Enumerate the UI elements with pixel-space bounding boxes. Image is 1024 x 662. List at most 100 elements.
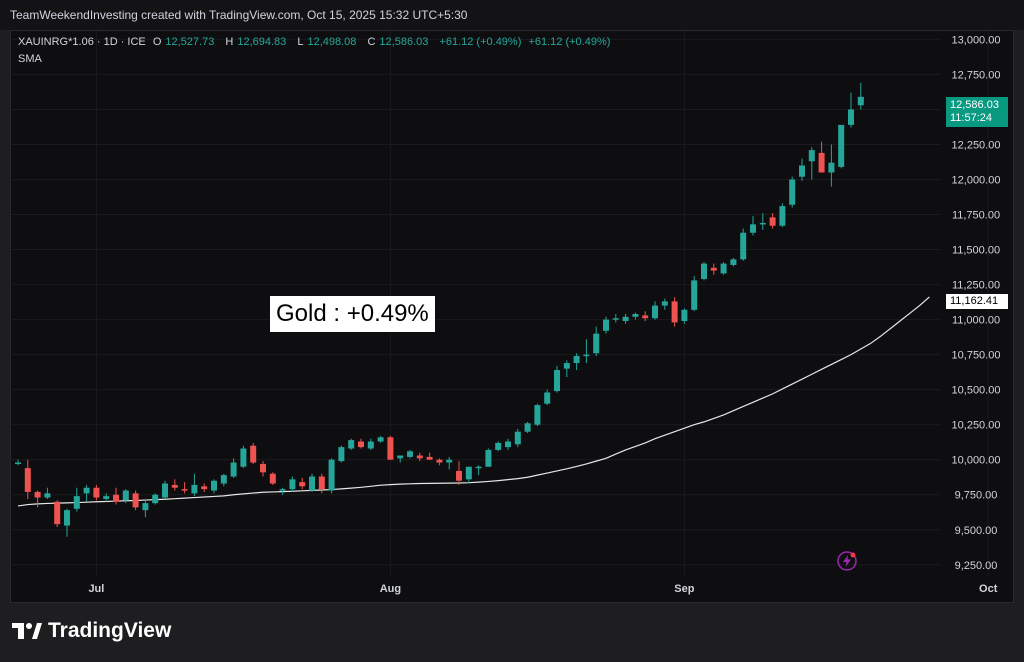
candle xyxy=(318,473,325,494)
tradingview-logo-icon xyxy=(12,623,42,639)
candle xyxy=(465,466,472,484)
symbol-legend[interactable]: XAUINRG*1.06 · 1D · ICE O 12,527.73 H 12,6… xyxy=(18,36,614,48)
candle xyxy=(769,213,776,229)
candle-body xyxy=(828,162,835,173)
candle-body xyxy=(54,501,61,525)
candle-body xyxy=(661,301,668,306)
candle-body xyxy=(201,486,208,490)
candle xyxy=(113,487,119,505)
candle-body xyxy=(563,363,570,369)
candle-body xyxy=(15,462,21,465)
candle xyxy=(848,92,854,128)
candle xyxy=(328,458,335,494)
candles xyxy=(15,82,864,537)
candle xyxy=(348,438,355,450)
tradingview-logo[interactable]: TradingView xyxy=(12,619,171,643)
price-tick-label: 11,750.00 xyxy=(952,210,1000,222)
candle xyxy=(828,144,835,187)
candle-body xyxy=(191,484,198,494)
price-tick-label: 9,750.00 xyxy=(955,490,998,502)
candle-body xyxy=(113,494,119,502)
candle-body xyxy=(671,301,678,323)
candle-body xyxy=(279,489,286,491)
candle xyxy=(710,263,717,275)
candle xyxy=(279,487,286,495)
candle xyxy=(240,445,247,469)
candle-body xyxy=(230,462,237,477)
candle xyxy=(93,484,100,501)
gold-change-annotation[interactable]: Gold : +0.49% xyxy=(270,296,435,332)
candle-body xyxy=(652,305,658,319)
candle xyxy=(534,403,541,427)
candle-body xyxy=(44,493,51,498)
candle xyxy=(701,262,707,281)
candle xyxy=(759,213,766,230)
candle-body xyxy=(720,263,727,274)
candle xyxy=(661,298,668,310)
candle xyxy=(358,438,364,449)
candle-body xyxy=(514,431,521,445)
candle-body xyxy=(387,437,394,460)
open-value: O 12,527.73 xyxy=(152,36,215,48)
candle xyxy=(652,301,658,320)
sma-legend[interactable]: SMA xyxy=(18,53,42,65)
candle-body xyxy=(34,491,41,498)
candle xyxy=(377,435,384,443)
candle-body xyxy=(367,441,374,449)
candle-body xyxy=(73,496,80,509)
last-price: 12,586.03 xyxy=(950,99,999,111)
candle xyxy=(132,490,139,511)
candle-body xyxy=(358,441,364,448)
price-tick-label: 11,250.00 xyxy=(952,280,1000,292)
candle xyxy=(436,458,443,466)
price-tick-label: 10,750.00 xyxy=(952,350,1001,362)
candle xyxy=(260,461,266,477)
price-tick-label: 10,000.00 xyxy=(952,455,1001,467)
price-tick-label: 9,250.00 xyxy=(955,560,998,572)
candle xyxy=(671,297,678,327)
candle-body xyxy=(162,483,168,498)
price-tick-label: 9,500.00 xyxy=(955,525,998,537)
candle-body xyxy=(299,482,306,487)
candle xyxy=(554,365,560,393)
price-tick-label: 12,000.00 xyxy=(952,175,1001,187)
chart-panel[interactable] xyxy=(10,30,1014,603)
symbol-label[interactable]: XAUINRG*1.06 · 1D · ICE xyxy=(18,36,146,48)
candle xyxy=(34,490,41,508)
candle-body xyxy=(289,479,296,490)
candle xyxy=(309,473,315,492)
candle-body xyxy=(740,232,747,260)
price-tick-label: 12,250.00 xyxy=(952,139,1001,151)
candle xyxy=(191,473,198,497)
candle xyxy=(44,487,51,499)
candle-body xyxy=(779,206,786,226)
candle xyxy=(642,311,649,322)
candle-body xyxy=(416,455,423,459)
candle xyxy=(750,215,756,236)
candle-body xyxy=(808,150,815,162)
time-tick-label: Aug xyxy=(380,583,401,595)
low-value: L 12,498.08 xyxy=(297,36,357,48)
lightning-icon[interactable] xyxy=(837,551,857,571)
candle-body xyxy=(338,447,345,462)
candle xyxy=(495,441,502,452)
sma-line-path xyxy=(17,296,930,507)
candle-body xyxy=(838,124,845,167)
candle-body xyxy=(269,473,276,484)
price-tick-label: 11,000.00 xyxy=(952,315,1000,327)
candle-body xyxy=(397,455,404,459)
candle-body xyxy=(24,468,31,492)
candle xyxy=(122,489,129,504)
candle xyxy=(681,308,688,324)
candle xyxy=(485,448,492,467)
sma-price-tag: 11,162.41 xyxy=(946,294,1008,309)
candle xyxy=(838,124,845,169)
candle-body xyxy=(211,480,217,491)
price-tick-label: 10,250.00 xyxy=(952,420,1001,432)
candle-body xyxy=(857,96,864,106)
candle-body xyxy=(534,405,541,425)
candle-body xyxy=(318,476,325,490)
candle-body xyxy=(122,490,129,501)
candle xyxy=(779,203,786,228)
